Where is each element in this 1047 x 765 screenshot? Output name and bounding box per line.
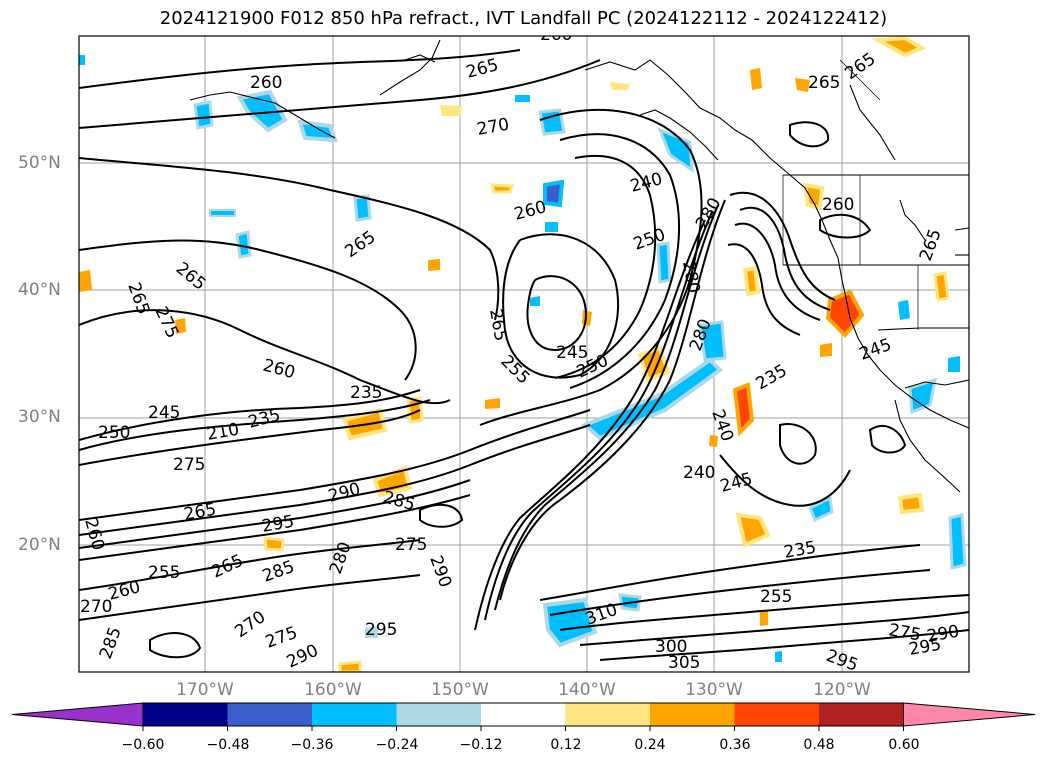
contour-label: 260 (540, 25, 572, 45)
contour-label: 245 (556, 343, 588, 363)
contour-label: 275 (173, 455, 205, 475)
colorbar-tick-label: 0.12 (550, 737, 582, 753)
colorbar-segment (734, 703, 819, 726)
lat-label: 40°N (18, 280, 61, 300)
colorbar-tick-label: 0.36 (719, 737, 751, 753)
colorbar-tick-label: 0.24 (634, 737, 666, 753)
lon-label: 150°W (431, 680, 489, 700)
colorbar-tick-label: 0.60 (888, 737, 920, 753)
lon-label: 140°W (558, 680, 616, 700)
colorbar-extend-high (903, 702, 1036, 727)
lon-label: 120°W (813, 680, 871, 700)
colorbar-segment (565, 703, 650, 726)
contour-label-group: 260 265 270 260 265 265 265 275 260 235 … (80, 25, 961, 673)
colorbar-segment (143, 703, 228, 726)
contour-label: 275 (395, 535, 427, 555)
colorbar-tick-label: 0.48 (803, 737, 835, 753)
contour-label: 260 (250, 73, 282, 93)
colorbar-tick-label: −0.36 (290, 737, 334, 753)
contour-label: 265 (808, 73, 840, 93)
lon-label: 130°W (685, 680, 743, 700)
contour-label: 245 (148, 403, 180, 423)
map-frame (78, 35, 970, 673)
colorbar-tick-label: −0.24 (375, 737, 419, 753)
lon-label: 160°W (304, 680, 362, 700)
contour-label: 295 (365, 620, 397, 640)
colorbar-segment (312, 703, 397, 726)
colorbar-tick-label: −0.60 (121, 737, 165, 753)
colorbar-segment (227, 703, 312, 726)
colorbar-segment (650, 703, 735, 726)
colorbar (11, 702, 1036, 731)
contour-label: 270 (80, 597, 112, 617)
map-background (79, 36, 969, 672)
colorbar-extend-low (11, 702, 144, 727)
contour-label: 260 (822, 195, 854, 215)
map-content: 260 265 270 260 265 265 265 275 260 235 … (79, 25, 969, 673)
colorbar-segment (819, 703, 904, 726)
contour-label: 255 (148, 563, 180, 583)
borders (782, 59, 919, 330)
colorbar-tick-label: −0.12 (459, 737, 503, 753)
contour-label: 235 (350, 383, 382, 403)
colorbar-segment (481, 703, 566, 726)
contour-label: 305 (668, 653, 700, 673)
lat-label: 20°N (18, 535, 61, 555)
coastlines (189, 39, 969, 493)
lon-label: 170°W (176, 680, 234, 700)
contour-label: 255 (760, 587, 792, 607)
contour-label: 240 (683, 463, 715, 483)
contours (79, 49, 969, 661)
colorbar-tick-label: −0.48 (206, 737, 250, 753)
contour-label: 300 (655, 637, 687, 657)
lat-label: 30°N (18, 407, 61, 427)
map-title: 2024121900 F012 850 hPa refract., IVT La… (159, 8, 888, 29)
lat-label: 50°N (18, 153, 61, 173)
contour-label: 250 (98, 423, 130, 443)
colorbar-outline (142, 702, 904, 727)
colorbar-segment (396, 703, 481, 726)
